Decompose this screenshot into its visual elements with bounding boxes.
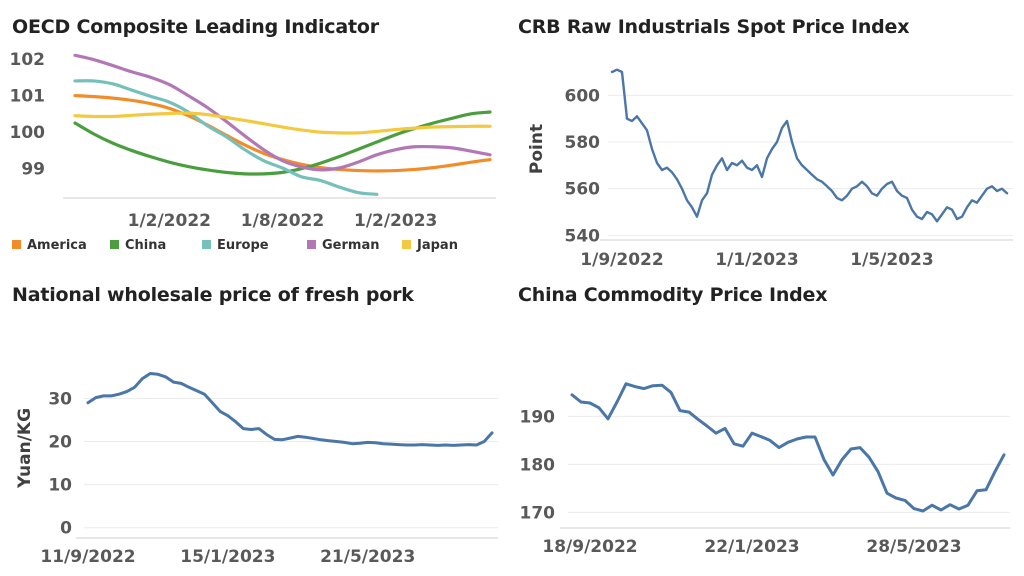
x-tick-label: 11/9/2022	[40, 547, 135, 567]
y-tick-label: 580	[565, 133, 601, 153]
x-tick-label: 28/5/2023	[866, 537, 961, 557]
y-tick-label: 560	[565, 180, 601, 200]
chart-pork: 0 10 20 30 11/9/2022 15/1/2023 21/5/2023 Yuan/K…	[15, 372, 498, 567]
y-tick-label: 0	[60, 519, 72, 539]
legend-swatch	[402, 240, 411, 249]
chart-title-crb: CRB Raw Industrials Spot Price Index	[518, 16, 910, 38]
y-tick-label: 30	[48, 389, 72, 409]
y-tick-label: 180	[520, 455, 556, 475]
chart-title-oecd: OECD Composite Leading Indicator	[12, 16, 379, 38]
y-tick-label: 600	[565, 86, 601, 106]
x-tick-label: 1/5/2023	[850, 250, 933, 270]
legend-label: China	[125, 238, 167, 253]
x-tick-label: 1/2/2023	[354, 211, 437, 231]
x-tick-label: 22/1/2023	[704, 537, 799, 557]
legend-item-europe: Europe	[202, 238, 269, 253]
y-tick-label: 540	[565, 226, 601, 246]
x-tick-label: 1/2/2022	[128, 211, 211, 231]
legend-item-japan: Japan	[402, 238, 458, 253]
legend-swatch	[12, 240, 21, 249]
legend-item-china: China	[110, 238, 166, 253]
y-tick-label: 190	[520, 407, 556, 427]
chart-commodity: 170 180 190 18/9/2022 22/1/2023 28/5/2023	[520, 382, 1010, 557]
legend-label: German	[322, 238, 380, 253]
chart-title-pork: National wholesale price of fresh pork	[12, 284, 414, 306]
y-axis-title: Yuan/KG	[15, 408, 35, 489]
y-tick-label: 10	[48, 476, 72, 496]
y-tick-label: 101	[10, 87, 46, 107]
chart-title-commodity: China Commodity Price Index	[518, 284, 828, 306]
series-line	[86, 372, 494, 447]
series-line	[610, 68, 1009, 223]
series-line-japan	[73, 111, 492, 135]
chart-crb: 540 560 580 600 1/9/2022 1/1/2023 1/5/2023 Poin…	[527, 68, 1013, 270]
series-line-europe	[73, 79, 379, 196]
y-tick-label: 100	[10, 123, 46, 143]
y-tick-label: 20	[48, 433, 72, 453]
x-tick-label: 18/9/2022	[542, 537, 637, 557]
series-line	[570, 382, 1006, 513]
chart-oecd: 99 100 101 102 1/2/2022 1/8/2022 1/2/2023	[10, 50, 496, 231]
y-tick-label: 102	[10, 50, 46, 70]
x-tick-label: 15/1/2023	[180, 547, 275, 567]
y-tick-label: 170	[520, 503, 556, 523]
x-tick-label: 21/5/2023	[320, 547, 415, 567]
x-tick-label: 1/1/2023	[715, 250, 798, 270]
y-axis-title: Point	[527, 124, 547, 174]
y-tick-label: 99	[21, 160, 45, 180]
series-line-german	[73, 53, 492, 172]
legend-label: Europe	[217, 238, 269, 253]
legend-item-german: German	[307, 238, 379, 253]
x-tick-label: 1/9/2022	[580, 250, 663, 270]
series-line-china	[73, 110, 492, 176]
legend-swatch	[110, 240, 119, 249]
legend-swatch	[202, 240, 211, 249]
legend-label: Japan	[417, 238, 458, 253]
legend-swatch	[307, 240, 316, 249]
legend-item-america: America	[12, 238, 87, 253]
legend-label: America	[27, 238, 87, 253]
x-tick-label: 1/8/2022	[241, 211, 324, 231]
